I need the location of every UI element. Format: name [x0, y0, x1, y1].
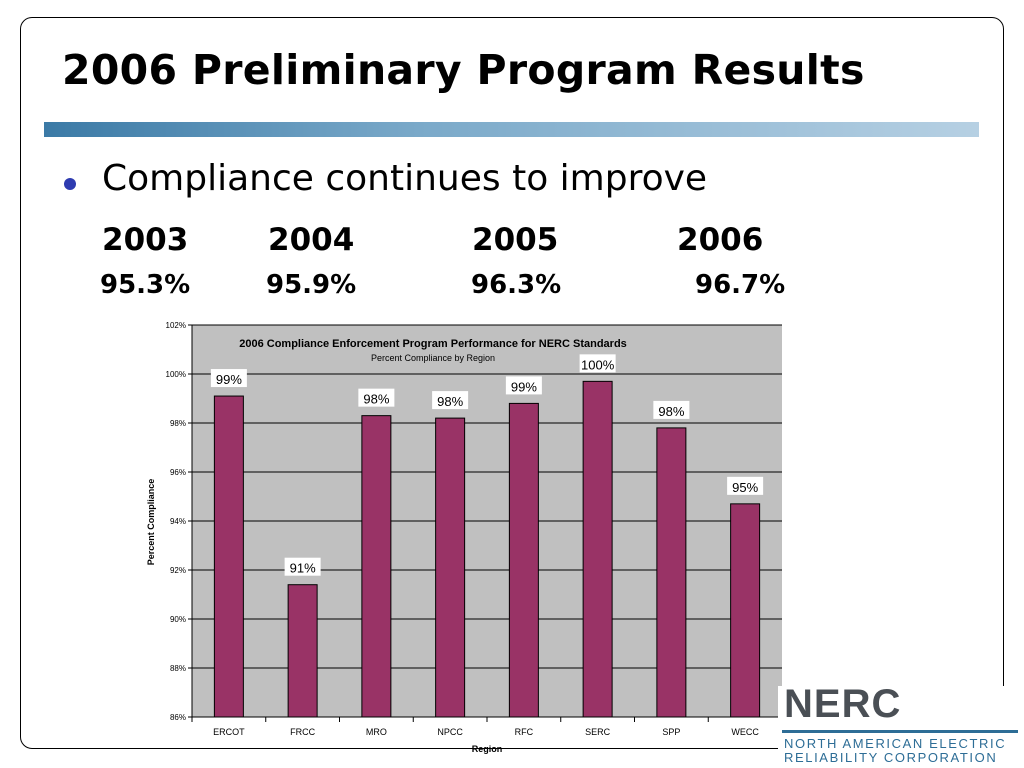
bar-spp — [656, 427, 687, 718]
data-label: 95% — [732, 480, 758, 495]
y-tick-label: 98% — [170, 419, 186, 428]
y-tick-label: 86% — [170, 713, 186, 722]
y-tick-label: 92% — [170, 566, 186, 575]
rate-2004: 95.9% — [266, 270, 357, 300]
slide-title: 2006 Preliminary Program Results — [62, 46, 865, 94]
nerc-logo-rule — [782, 730, 1018, 733]
x-tick-label: RFC — [515, 727, 534, 737]
data-label: 100% — [581, 357, 615, 372]
nerc-logo-line1: NORTH AMERICAN ELECTRIC — [784, 736, 1007, 751]
data-label-bg — [727, 476, 764, 495]
year-2006: 2006 — [677, 222, 764, 258]
y-tick-label: 94% — [170, 517, 186, 526]
data-label-bg — [210, 369, 247, 388]
y-tick-label: 96% — [170, 468, 186, 477]
rate-2005: 96.3% — [471, 270, 562, 300]
bar-mro — [361, 415, 392, 718]
bullet-text: Compliance continues to improve — [102, 158, 708, 199]
x-tick-label: WECC — [731, 727, 759, 737]
rate-2003: 95.3% — [100, 270, 191, 300]
year-2003: 2003 — [102, 222, 189, 258]
data-label: 99% — [511, 379, 537, 394]
chart-title: 2006 Compliance Enforcement Program Perf… — [239, 338, 627, 350]
title-rule — [44, 122, 979, 137]
bullet-icon — [64, 178, 76, 190]
nerc-logo-line2: RELIABILITY CORPORATION — [784, 750, 998, 765]
x-tick-label: NPCC — [437, 727, 463, 737]
bar-serc — [582, 380, 613, 718]
data-label: 91% — [290, 561, 316, 576]
data-label-bg — [432, 391, 469, 410]
x-tick-label: MRO — [366, 727, 387, 737]
data-label-bg — [358, 388, 395, 407]
bar-wecc — [730, 503, 761, 718]
data-label-bg — [653, 400, 690, 419]
chart-subtitle: Percent Compliance by Region — [371, 353, 495, 363]
y-tick-label: 102% — [166, 321, 186, 330]
y-tick-label: 100% — [166, 370, 186, 379]
data-label: 98% — [658, 404, 684, 419]
nerc-logo-word: NERC — [784, 682, 902, 726]
bar-frcc — [287, 584, 318, 718]
x-tick-label: SERC — [585, 727, 611, 737]
data-label: 98% — [363, 392, 389, 407]
x-axis-title: Region — [472, 744, 503, 754]
year-2005: 2005 — [472, 222, 559, 258]
data-label: 98% — [437, 394, 463, 409]
data-label-bg — [579, 354, 616, 373]
rate-2006: 96.7% — [695, 270, 786, 300]
y-tick-label: 88% — [170, 664, 186, 673]
year-2004: 2004 — [268, 222, 355, 258]
bar-rfc — [508, 402, 539, 718]
x-tick-label: ERCOT — [213, 727, 245, 737]
data-label-bg — [284, 557, 321, 576]
y-tick-label: 90% — [170, 615, 186, 624]
x-tick-label: FRCC — [290, 727, 315, 737]
data-label: 99% — [216, 372, 242, 387]
bar-ercot — [213, 395, 244, 718]
y-axis-title: Percent Compliance — [146, 479, 156, 566]
nerc-logo: NERC NORTH AMERICAN ELECTRIC RELIABILITY… — [778, 682, 1024, 768]
bar-npcc — [435, 417, 466, 718]
x-tick-label: SPP — [662, 727, 680, 737]
data-label-bg — [505, 376, 542, 395]
